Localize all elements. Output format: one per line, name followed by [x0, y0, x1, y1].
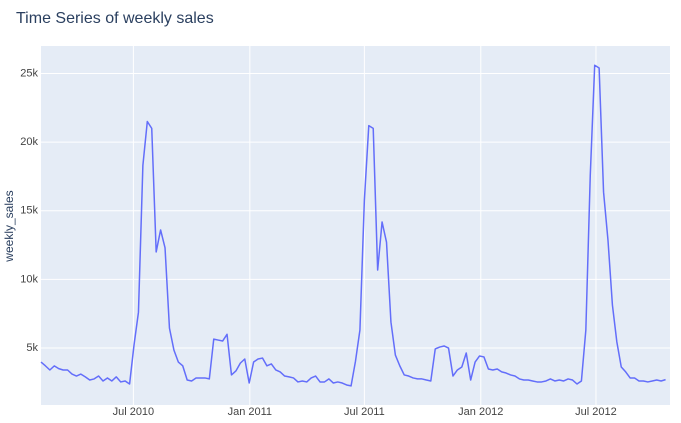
- x-tick-label: Jul 2012: [575, 406, 617, 418]
- y-tick-label: 15k: [20, 205, 38, 217]
- y-axis-label: weekly_sales: [2, 190, 16, 262]
- line-series: [40, 64, 666, 387]
- y-tick-label: 10k: [20, 273, 38, 285]
- x-tick-label: Jul 2011: [344, 406, 385, 418]
- x-tick-label: Jul 2010: [113, 406, 155, 418]
- x-tick-label: Jan 2012: [458, 406, 503, 418]
- chart-title: Time Series of weekly sales: [16, 10, 214, 27]
- y-tick-label: 20k: [20, 136, 38, 148]
- x-tick-label: Jan 2011: [228, 406, 272, 418]
- y-tick-label: 25k: [20, 67, 38, 79]
- plot-area: [41, 46, 670, 405]
- y-tick-label: 5k: [26, 342, 38, 354]
